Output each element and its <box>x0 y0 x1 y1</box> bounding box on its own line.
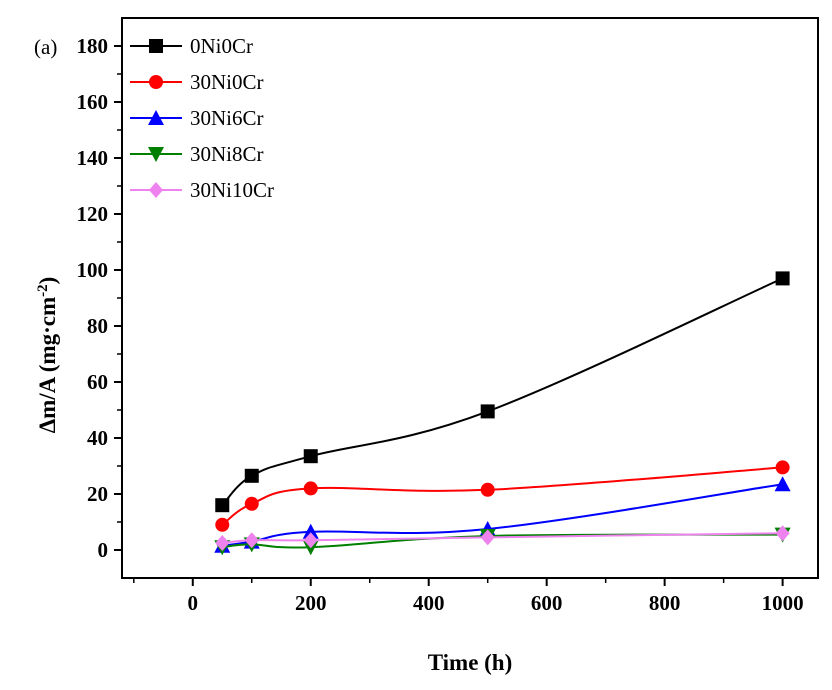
panel-label: (a) <box>34 35 57 59</box>
legend-label: 30Ni0Cr <box>190 70 264 94</box>
data-point <box>244 496 259 511</box>
y-tick-label: 140 <box>77 146 109 170</box>
legend-label: 30Ni8Cr <box>190 142 264 166</box>
data-point <box>303 532 318 549</box>
data-point <box>215 498 230 513</box>
x-tick-label: 0 <box>188 591 199 615</box>
y-tick-label: 180 <box>77 34 109 58</box>
data-point <box>480 404 495 419</box>
legend: 0Ni0Cr 30Ni0Cr 30Ni6Cr 30Ni8Cr 30Ni10Cr <box>130 34 274 202</box>
data-point <box>303 481 318 496</box>
series-line <box>221 277 784 506</box>
x-tick-label: 200 <box>295 591 327 615</box>
data-point <box>244 532 259 549</box>
x-tick-label: 400 <box>413 591 445 615</box>
y-tick-label: 0 <box>98 538 109 562</box>
x-tick-label: 600 <box>531 591 563 615</box>
data-point <box>774 476 791 492</box>
series-layer <box>214 271 791 556</box>
legend-label: 0Ni0Cr <box>190 34 253 58</box>
y-axis-title-close: ) <box>35 277 60 285</box>
axis-ticks: 0 200 400 600 800 1000 0 20 40 60 80 100 120 140 160 18… <box>77 34 804 615</box>
y-axis-title-sup: -2 <box>35 284 51 297</box>
legend-item: 30Ni6Cr <box>130 106 264 130</box>
series-line <box>221 466 783 526</box>
data-point <box>303 449 318 464</box>
legend-item: 30Ni10Cr <box>130 178 274 202</box>
series-0Ni0Cr <box>215 271 790 513</box>
y-axis-title-main: Δm/A (mg·cm <box>35 297 60 433</box>
x-tick-label: 800 <box>649 591 681 615</box>
legend-marker <box>148 147 164 162</box>
y-tick-label: 60 <box>87 370 108 394</box>
legend-marker <box>148 110 164 125</box>
legend-marker <box>149 75 163 89</box>
series-30Ni10Cr <box>215 525 790 551</box>
data-point <box>775 525 790 542</box>
legend-item: 30Ni0Cr <box>130 70 264 94</box>
legend-label: 30Ni10Cr <box>190 178 274 202</box>
y-tick-label: 120 <box>77 202 109 226</box>
x-tick-label: 1000 <box>762 591 804 615</box>
data-point <box>302 523 319 539</box>
legend-label: 30Ni6Cr <box>190 106 264 130</box>
y-tick-label: 40 <box>87 426 108 450</box>
x-axis-title: Time (h) <box>428 650 513 675</box>
series-30Ni0Cr <box>215 460 790 532</box>
data-point <box>244 468 259 483</box>
data-point <box>775 271 790 286</box>
legend-item: 30Ni8Cr <box>130 142 264 166</box>
data-point <box>480 529 495 546</box>
y-tick-label: 100 <box>77 258 109 282</box>
plot-border <box>121 17 819 579</box>
y-axis-title: Δm/A (mg·cm-2) <box>35 277 60 434</box>
y-tick-label: 160 <box>77 90 109 114</box>
y-tick-label: 80 <box>87 314 108 338</box>
legend-marker <box>149 39 163 53</box>
plot-frame <box>121 17 819 579</box>
data-point <box>480 482 495 497</box>
data-point <box>215 535 230 551</box>
series-30Ni6Cr <box>214 476 791 553</box>
data-point <box>215 517 230 532</box>
y-tick-label: 20 <box>87 482 108 506</box>
legend-marker <box>149 182 163 198</box>
legend-item: 0Ni0Cr <box>130 34 253 58</box>
data-point <box>775 460 790 475</box>
